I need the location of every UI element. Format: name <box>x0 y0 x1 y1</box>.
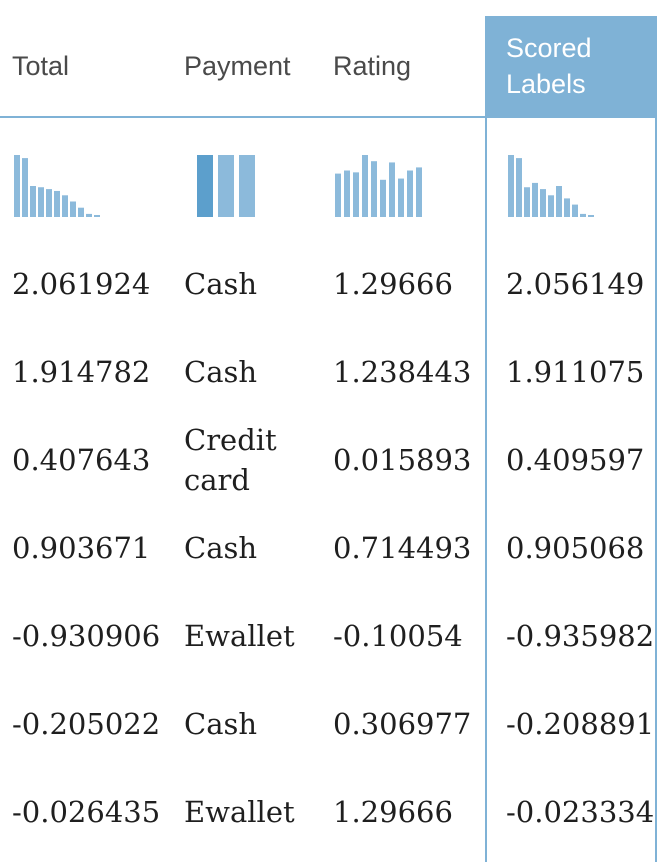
histogram-payment[interactable] <box>197 155 261 219</box>
histogram-bar <box>389 162 395 217</box>
cell-scored-label: 0.409597 <box>506 443 645 477</box>
table-row[interactable]: 0.903671 Cash 0.714493 0.905068 <box>0 504 660 592</box>
histogram-bar <box>516 158 522 217</box>
histogram-bar <box>335 173 341 217</box>
cell-scored-label: -0.208891 <box>506 707 655 741</box>
histogram-bar <box>532 182 538 217</box>
cell-payment: Cash <box>184 531 258 565</box>
histogram-bar <box>218 155 234 217</box>
histogram-bar <box>380 179 386 217</box>
histogram-bar <box>580 213 586 217</box>
cell-rating: 0.306977 <box>333 707 472 741</box>
table-row[interactable]: -0.205022 Cash 0.306977 -0.208891 <box>0 680 660 768</box>
histogram-bar <box>540 189 546 217</box>
histogram-bar <box>344 170 350 217</box>
histogram-bar <box>416 167 422 217</box>
histogram-bar <box>564 198 570 217</box>
cell-rating: 1.29666 <box>333 267 453 301</box>
histogram-bar <box>548 195 554 217</box>
histogram-bar <box>407 170 413 217</box>
histogram-bar <box>588 215 594 217</box>
cell-payment: Cash <box>184 267 258 301</box>
histogram-rating[interactable] <box>335 155 425 219</box>
cell-scored-label: 1.911075 <box>506 355 645 389</box>
cell-rating: -0.10054 <box>333 619 463 653</box>
histogram-bar <box>30 186 36 217</box>
histogram-bar <box>22 158 28 217</box>
scored-labels-header-label: Scored Labels <box>506 33 592 99</box>
histogram-bar <box>524 187 530 217</box>
cell-total: -0.930906 <box>12 619 161 653</box>
cell-rating: 1.29666 <box>333 795 453 829</box>
table-row[interactable]: 1.914782 Cash 1.238443 1.911075 <box>0 328 660 416</box>
cell-total: -0.205022 <box>12 707 161 741</box>
histogram-bar <box>572 204 578 217</box>
histogram-scored-labels[interactable] <box>508 155 598 219</box>
histogram-bar <box>197 155 213 217</box>
cell-total: 0.903671 <box>12 531 151 565</box>
scored-labels-header[interactable]: Scored Labels <box>487 16 655 118</box>
histogram-bar <box>556 186 562 217</box>
histogram-bar <box>398 178 404 217</box>
histogram-bar <box>239 155 255 217</box>
histogram-bar <box>14 155 20 217</box>
table-row[interactable]: 2.061924 Cash 1.29666 2.056149 <box>0 240 660 328</box>
header-row: Total Payment Rating <box>0 0 660 118</box>
cell-payment: Ewallet <box>184 619 295 653</box>
histogram-total[interactable] <box>14 155 104 219</box>
cell-total: 1.914782 <box>12 355 151 389</box>
cell-rating: 1.238443 <box>333 355 472 389</box>
histogram-bar <box>353 172 359 217</box>
column-header-rating[interactable]: Rating <box>333 51 412 81</box>
column-header-payment[interactable]: Payment <box>184 51 291 81</box>
cell-payment: Cash <box>184 707 258 741</box>
cell-total: -0.026435 <box>12 795 161 829</box>
histogram-bar <box>86 213 92 217</box>
histogram-bar <box>62 195 68 217</box>
histogram-bar <box>46 189 52 217</box>
table-row[interactable]: -0.930906 Ewallet -0.10054 -0.935982 <box>0 592 660 680</box>
cell-payment: Ewallet <box>184 795 295 829</box>
cell-total: 2.061924 <box>12 267 151 301</box>
histogram-bar <box>362 155 368 217</box>
cell-rating: 0.714493 <box>333 531 472 565</box>
cell-scored-label: -0.023334 <box>506 795 655 829</box>
cell-payment: Cash <box>184 355 258 389</box>
histogram-bar <box>94 215 100 217</box>
cell-scored-label: 2.056149 <box>506 267 645 301</box>
table-row[interactable]: 0.407643 Credit card 0.015893 0.409597 <box>0 416 660 504</box>
histogram-bar <box>38 187 44 217</box>
column-header-total[interactable]: Total <box>12 51 70 81</box>
cell-rating: 0.015893 <box>333 443 472 477</box>
cell-payment: Credit card <box>184 423 277 497</box>
table-row[interactable]: -0.026435 Ewallet 1.29666 -0.023334 <box>0 768 660 856</box>
histogram-bar <box>78 207 84 217</box>
cell-total: 0.407643 <box>12 443 151 477</box>
cell-scored-label: 0.905068 <box>506 531 645 565</box>
cell-scored-label: -0.935982 <box>506 619 655 653</box>
histogram-bar <box>70 201 76 217</box>
histogram-bar <box>371 161 377 217</box>
histogram-bar <box>54 190 60 217</box>
scored-labels-column-highlight: Scored Labels <box>485 16 657 862</box>
histogram-bar <box>508 155 514 217</box>
header-divider <box>0 116 486 118</box>
